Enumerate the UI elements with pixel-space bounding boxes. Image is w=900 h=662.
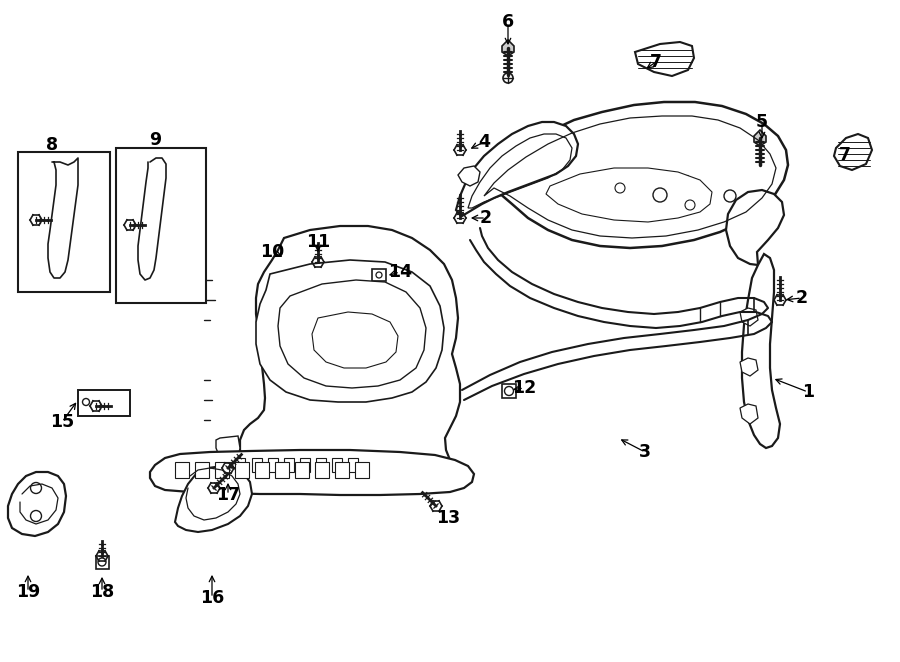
Bar [355,462,369,478]
Text: 14: 14 [388,263,412,281]
Text: 16: 16 [200,589,224,607]
Bar [348,458,358,472]
Text: 7: 7 [839,146,851,164]
Polygon shape [216,436,240,458]
Bar [255,462,269,478]
Text: 2: 2 [480,209,492,227]
Polygon shape [740,404,758,424]
Text: 9: 9 [148,131,161,149]
Polygon shape [635,42,694,76]
Polygon shape [834,134,872,170]
Bar [300,458,310,472]
Bar [316,458,326,472]
Bar [284,458,294,472]
Bar [660,175,688,189]
Text: 11: 11 [306,233,330,251]
Polygon shape [150,450,474,495]
Bar [175,462,189,478]
Text: 15: 15 [50,413,74,431]
Bar [315,462,329,478]
Polygon shape [278,280,426,388]
Text: 2: 2 [796,289,808,307]
Bar [96,556,109,569]
Polygon shape [726,190,784,265]
Bar [502,384,516,398]
Bar [116,148,206,303]
Bar [215,462,229,478]
Polygon shape [458,166,480,186]
Polygon shape [740,358,758,376]
Text: 13: 13 [436,509,460,527]
Bar [235,462,249,478]
Polygon shape [740,308,758,326]
Bar [195,462,209,478]
Polygon shape [468,102,788,248]
Text: 7: 7 [650,53,662,71]
Polygon shape [256,260,444,402]
Text: 5: 5 [756,113,768,131]
Text: 6: 6 [502,13,514,31]
Bar [295,462,309,478]
Text: 18: 18 [90,583,114,601]
Polygon shape [240,226,460,482]
Text: 4: 4 [478,133,490,151]
Text: 1: 1 [802,383,814,401]
Text: 12: 12 [512,379,536,397]
Text: 19: 19 [16,583,40,601]
Bar [235,458,245,472]
Bar [18,152,110,292]
Polygon shape [175,466,252,532]
Text: 17: 17 [216,486,240,504]
Polygon shape [502,40,514,56]
Text: 3: 3 [639,443,651,461]
Bar [620,172,660,190]
Bar [252,458,262,472]
Polygon shape [8,472,66,536]
Polygon shape [546,168,712,222]
Bar [332,458,342,472]
Bar [78,390,130,416]
Text: 8: 8 [46,136,58,154]
Polygon shape [312,312,398,368]
Polygon shape [742,254,780,448]
Bar [372,269,386,281]
Bar [335,462,349,478]
Polygon shape [456,122,578,216]
Text: 10: 10 [260,243,284,261]
Bar [268,458,278,472]
Bar [275,462,289,478]
Polygon shape [754,130,766,146]
